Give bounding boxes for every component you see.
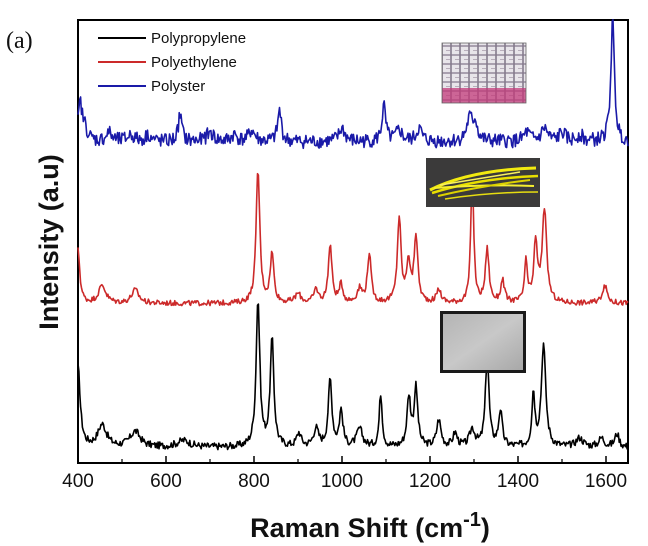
polypropylene-sheet-photo <box>440 311 526 373</box>
x-axis-title: Raman Shift (cm-1) <box>250 509 490 543</box>
series-line-polyethylene <box>77 172 629 307</box>
x-axis-title-close: ) <box>481 513 490 543</box>
x-tick-label-800: 800 <box>238 471 270 492</box>
x-tick-label-1400: 1400 <box>497 471 539 492</box>
x-axis-ticks: 400 600 800 1000 1200 1400 1600 <box>62 456 627 492</box>
polyethylene-fiber-photo <box>426 158 540 207</box>
x-axis-title-main: Raman Shift (cm <box>250 513 463 543</box>
series-line-polypropylene <box>77 303 628 451</box>
plot-frame <box>77 19 629 464</box>
series-line-polyster <box>77 19 629 150</box>
x-tick-label-1000: 1000 <box>321 471 363 492</box>
y-axis-title: Intensity (a.u) <box>34 154 64 330</box>
x-tick-label-400: 400 <box>62 471 94 492</box>
x-tick-label-1600: 1600 <box>585 471 627 492</box>
legend: Polypropylene Polyethylene Polyster <box>98 30 246 95</box>
x-tick-label-600: 600 <box>150 471 182 492</box>
series-layer <box>77 19 629 451</box>
panel-label: (a) <box>6 28 33 54</box>
polyester-fabric-photo <box>441 42 527 104</box>
legend-label-polyster: Polyster <box>151 78 205 95</box>
legend-label-polyethylene: Polyethylene <box>151 54 237 71</box>
x-tick-label-1200: 1200 <box>409 471 451 492</box>
x-axis-title-superscript: -1 <box>463 509 481 531</box>
legend-label-polypropylene: Polypropylene <box>151 30 246 47</box>
